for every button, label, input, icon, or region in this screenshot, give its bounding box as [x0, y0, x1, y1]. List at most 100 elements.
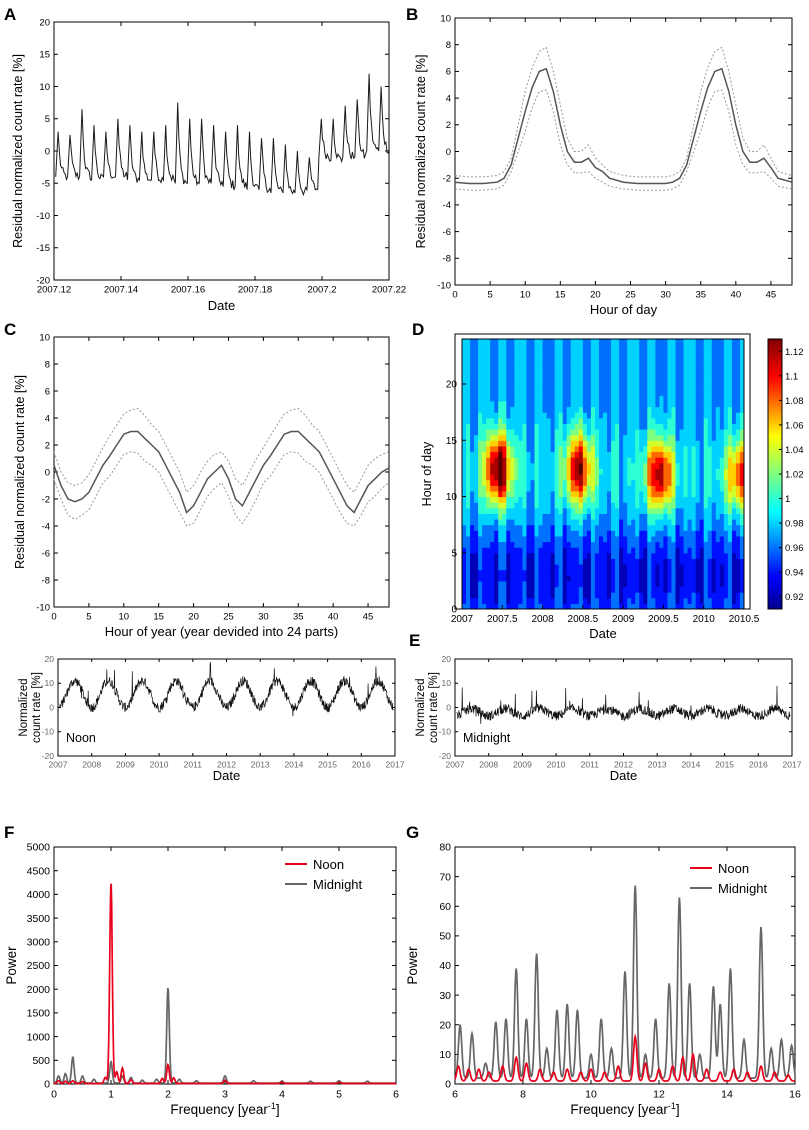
heatmap-cell — [691, 434, 697, 441]
heatmap-cell — [530, 395, 536, 402]
heatmap-cell — [562, 496, 568, 503]
heatmap-cell — [578, 502, 584, 509]
heatmap-cell — [570, 586, 576, 593]
heatmap-cell — [510, 586, 515, 593]
heatmap-cell — [518, 507, 524, 514]
heatmap-cell — [558, 513, 564, 520]
heatmap-cell — [611, 350, 616, 357]
heatmap-cell — [699, 580, 705, 588]
heatmap-cell — [534, 474, 540, 481]
heatmap-cell — [703, 389, 709, 396]
heatmap-cell — [671, 524, 677, 531]
heatmap-cell — [502, 496, 507, 503]
heatmap-cell — [522, 479, 528, 486]
heatmap-cell — [627, 367, 632, 374]
heatmap-cell — [550, 389, 556, 396]
heatmap-cell — [607, 552, 612, 559]
heatmap-cell — [486, 569, 491, 576]
heatmap-cell — [715, 569, 721, 576]
heatmap-cell — [590, 575, 596, 582]
heatmap-cell — [663, 474, 669, 481]
heatmap-cell — [518, 372, 524, 379]
heatmap-cell — [735, 434, 741, 441]
heatmap-cell — [607, 462, 612, 469]
heatmap-cell — [570, 457, 576, 464]
heatmap-cell — [683, 575, 689, 582]
heatmap-cell — [707, 378, 713, 385]
heatmap-cell — [615, 558, 620, 565]
heatmap-cell — [598, 372, 604, 379]
heatmap-cell — [506, 507, 511, 514]
heatmap-cell — [671, 462, 677, 469]
heatmap-cell — [578, 535, 584, 543]
heatmap-cell — [542, 541, 548, 548]
x-tick-label: 2010 — [150, 760, 169, 770]
heatmap-cell — [562, 406, 568, 413]
heatmap-cell — [534, 592, 540, 599]
heatmap-cell — [550, 535, 556, 543]
heatmap-cell — [675, 400, 681, 408]
heatmap-cell — [611, 445, 616, 453]
heatmap-cell — [683, 423, 689, 430]
heatmap-cell — [510, 580, 515, 588]
heatmap-cell — [582, 367, 588, 374]
heatmap-cell — [582, 445, 588, 453]
heatmap-cell — [707, 429, 713, 436]
heatmap-cell — [711, 457, 717, 464]
heatmap-cell — [667, 395, 673, 402]
y-tick-label: 2 — [446, 120, 451, 131]
heatmap-cell — [546, 530, 552, 537]
heatmap-cell — [514, 530, 519, 537]
heatmap-cell — [607, 389, 612, 396]
heatmap-cell — [526, 603, 532, 609]
heatmap-cell — [546, 423, 552, 430]
heatmap-cell — [623, 603, 628, 609]
heatmap-cell — [570, 350, 576, 357]
heatmap-cell — [566, 519, 572, 526]
heatmap-cell — [486, 440, 491, 447]
heatmap-cell — [719, 361, 725, 368]
heatmap-cell — [607, 350, 612, 357]
heatmap-cell — [462, 490, 467, 498]
heatmap-cell — [703, 541, 709, 548]
heatmap-cell — [603, 586, 608, 593]
heatmap-cell — [683, 384, 689, 391]
heatmap-cell — [707, 586, 713, 593]
heatmap-cell — [627, 575, 632, 582]
heatmap-cell — [482, 580, 487, 588]
heatmap-cell — [598, 423, 604, 430]
heatmap-cell — [518, 406, 524, 413]
heatmap-cell — [651, 417, 656, 424]
heatmap-cell — [566, 586, 572, 593]
heatmap-cell — [727, 564, 733, 571]
heatmap-cell — [703, 485, 709, 492]
heatmap-cell — [562, 384, 568, 391]
heatmap-cell — [691, 378, 697, 385]
heatmap-cell — [594, 541, 600, 548]
heatmap-cell — [711, 496, 717, 503]
heatmap-cell — [663, 400, 669, 408]
x-tick-label: 40 — [328, 612, 339, 623]
heatmap-cell — [514, 541, 519, 548]
heatmap-cell — [486, 378, 491, 385]
heatmap-cell — [538, 412, 544, 419]
heatmap-cell — [586, 384, 592, 391]
heatmap-cell — [526, 592, 532, 599]
heatmap-cell — [711, 564, 717, 571]
heatmap-cell — [611, 417, 616, 424]
heatmap-cell — [534, 564, 540, 571]
heatmap-cell — [490, 389, 495, 396]
heatmap-cell — [506, 462, 511, 469]
heatmap-cell — [711, 339, 717, 346]
heatmap-cell — [695, 361, 701, 368]
heatmap-cell — [566, 592, 572, 599]
heatmap-cell — [695, 367, 701, 374]
heatmap-cell — [514, 580, 519, 588]
heatmap-cell — [470, 502, 475, 509]
heatmap-cell — [594, 355, 600, 363]
heatmap-cell — [639, 389, 644, 396]
heatmap-cell — [522, 344, 528, 351]
heatmap-cell — [502, 451, 507, 458]
x-tick-label: 2015 — [715, 760, 734, 770]
heatmap-cell — [518, 344, 524, 351]
